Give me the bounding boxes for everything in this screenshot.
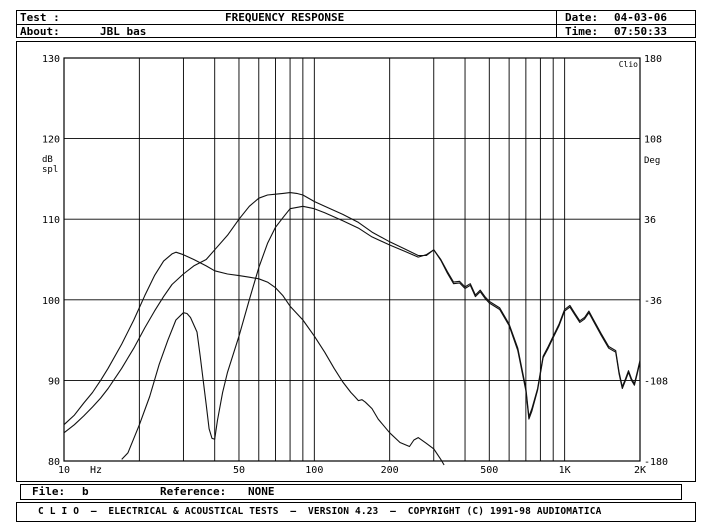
y-axis-label: dB: [42, 155, 53, 165]
about-label: About:: [20, 25, 60, 38]
y2-tick-label: -180: [644, 457, 668, 468]
y2-axis-label: Deg: [644, 156, 660, 166]
axis-labels: 80 90 100 110 120 130 -180 -108 -36 36 108 180 10 50 1…: [42, 54, 668, 476]
file-value: b: [82, 485, 89, 498]
x-tick-label: 500: [480, 465, 498, 476]
series-line-1: [63, 251, 445, 466]
y-tick-label: 100: [42, 296, 60, 307]
file-label: File:: [32, 485, 66, 498]
y-tick-label: 130: [42, 54, 60, 65]
x-tick-label: 200: [381, 465, 399, 476]
series-line-3: [63, 192, 641, 434]
credits-text: C L I O – ELECTRICAL & ACOUSTICAL TESTS …: [38, 506, 602, 517]
y-tick-label: 120: [42, 135, 60, 146]
series-group: [63, 192, 641, 466]
date-label: Date:: [565, 11, 599, 24]
y2-tick-label: -36: [644, 296, 662, 307]
about-value: JBL bas: [100, 25, 147, 38]
header-row-divider: [16, 24, 696, 25]
chart-frame: [16, 41, 696, 482]
reference-value: NONE: [248, 485, 275, 498]
reference-label: Reference:: [160, 485, 227, 498]
test-label: Test :: [20, 11, 60, 24]
header-col-divider: [556, 10, 557, 38]
y-axis-label: spl: [42, 165, 58, 175]
x-tick-label: 1K: [559, 465, 571, 476]
y2-tick-label: 180: [644, 54, 662, 65]
file-box: [20, 484, 682, 500]
time-label: Time:: [565, 25, 599, 38]
y-tick-label: 90: [48, 376, 60, 387]
x-tick-label: 10: [58, 465, 70, 476]
y2-tick-label: 108: [644, 135, 662, 146]
plot-border: [63, 57, 641, 462]
grid: [63, 57, 641, 462]
date-value: 04-03-06: [614, 11, 667, 24]
y-tick-label: 110: [42, 215, 60, 226]
chart-title: FREQUENCY RESPONSE: [225, 11, 345, 24]
y-tick-label: 80: [48, 457, 60, 468]
x-tick-label: 100: [305, 465, 323, 476]
y2-tick-label: 36: [644, 215, 656, 226]
credits-box: [16, 502, 696, 522]
x-tick-label: 2K: [634, 465, 646, 476]
x-tick-label: 50: [233, 465, 245, 476]
time-value: 07:50:33: [614, 25, 667, 38]
y2-tick-label: -108: [644, 376, 668, 387]
corner-label: Clio: [619, 60, 638, 69]
x-unit-label: Hz: [90, 465, 102, 476]
